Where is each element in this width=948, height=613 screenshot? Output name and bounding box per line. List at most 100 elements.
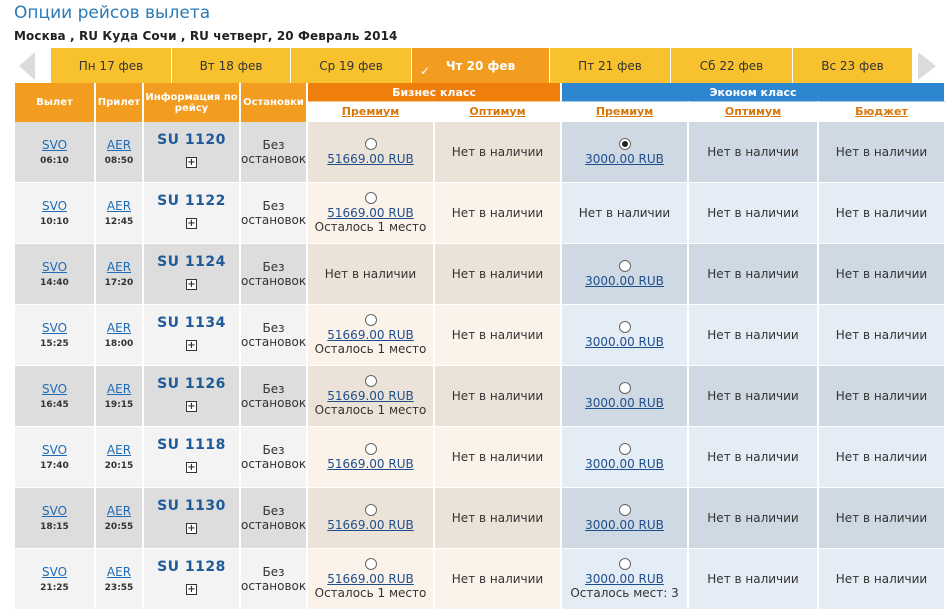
fare-radio[interactable] bbox=[364, 314, 377, 326]
fare-option[interactable]: 51669.00 RUB Осталось 1 место bbox=[308, 375, 433, 417]
arrival-airport-link[interactable]: AER bbox=[106, 138, 132, 152]
arrival-airport-link[interactable]: AER bbox=[106, 260, 132, 274]
expand-details-icon[interactable]: + bbox=[186, 462, 197, 473]
header-eco-optimum[interactable]: Оптимум bbox=[689, 101, 820, 122]
fare-cell[interactable]: 51669.00 RUB Осталось 1 место bbox=[308, 183, 435, 244]
stops-line: Без bbox=[262, 199, 285, 213]
date-tab-6[interactable]: Вс 23 фев bbox=[792, 48, 912, 83]
fare-option[interactable]: 51669.00 RUB Осталось 1 место bbox=[308, 558, 433, 600]
fare-price-link[interactable]: 51669.00 RUB bbox=[327, 389, 414, 403]
fare-radio[interactable] bbox=[618, 504, 631, 516]
fare-radio[interactable] bbox=[618, 558, 631, 570]
date-tab-1[interactable]: Вт 18 фев bbox=[171, 48, 290, 83]
fare-radio[interactable] bbox=[618, 138, 631, 150]
fare-cell[interactable]: 3000.00 RUB bbox=[562, 366, 690, 427]
fare-option[interactable]: 3000.00 RUB bbox=[562, 260, 687, 288]
fare-cell[interactable]: 3000.00 RUB bbox=[562, 122, 690, 183]
header-biz-premium[interactable]: Премиум bbox=[308, 101, 435, 122]
fare-option[interactable]: 51669.00 RUB bbox=[308, 138, 433, 166]
fare-radio[interactable] bbox=[618, 260, 631, 272]
arrival-airport-link[interactable]: AER bbox=[106, 199, 132, 213]
stops-text: Без остановок bbox=[241, 260, 306, 288]
fare-option[interactable]: 3000.00 RUB bbox=[562, 443, 687, 471]
departure-airport-link[interactable]: SVO bbox=[41, 382, 68, 396]
expand-details-icon[interactable]: + bbox=[186, 218, 197, 229]
fare-price-link[interactable]: 3000.00 RUB bbox=[585, 396, 664, 410]
prev-dates-arrow-icon[interactable] bbox=[13, 50, 43, 82]
departure-airport-link[interactable]: SVO bbox=[41, 321, 68, 335]
fare-radio[interactable] bbox=[364, 504, 377, 516]
header-eco-premium[interactable]: Премиум bbox=[562, 101, 690, 122]
fare-radio[interactable] bbox=[364, 558, 377, 570]
departure-airport-link[interactable]: SVO bbox=[41, 443, 68, 457]
fare-radio[interactable] bbox=[364, 443, 377, 455]
fare-price-link[interactable]: 3000.00 RUB bbox=[585, 335, 664, 349]
fare-radio[interactable] bbox=[618, 382, 631, 394]
fare-option[interactable]: 3000.00 RUB bbox=[562, 504, 687, 532]
fare-option[interactable]: 3000.00 RUB bbox=[562, 138, 687, 166]
fare-option[interactable]: 51669.00 RUB bbox=[308, 504, 433, 532]
fare-cell[interactable]: 51669.00 RUB bbox=[308, 122, 435, 183]
fare-option[interactable]: 3000.00 RUB bbox=[562, 321, 687, 349]
fare-radio[interactable] bbox=[364, 192, 377, 204]
expand-details-icon[interactable]: + bbox=[186, 523, 197, 534]
fare-cell[interactable]: 51669.00 RUB Осталось 1 место bbox=[308, 305, 435, 366]
departure-time: 16:45 bbox=[40, 400, 69, 410]
fare-price-link[interactable]: 3000.00 RUB bbox=[585, 518, 664, 532]
arrival-time: 20:15 bbox=[104, 461, 134, 471]
expand-details-icon[interactable]: + bbox=[186, 157, 197, 168]
fare-cell[interactable]: 51669.00 RUB Осталось 1 место bbox=[308, 549, 435, 610]
fare-cell[interactable]: 3000.00 RUB bbox=[562, 427, 690, 488]
arrival-airport-link[interactable]: AER bbox=[106, 565, 132, 579]
fare-price-link[interactable]: 3000.00 RUB bbox=[585, 152, 664, 166]
fare-cell[interactable]: 51669.00 RUB bbox=[308, 488, 435, 549]
fare-price-link[interactable]: 51669.00 RUB bbox=[327, 572, 414, 586]
arrival-airport-link[interactable]: AER bbox=[106, 443, 132, 457]
fare-option[interactable]: 3000.00 RUB bbox=[562, 382, 687, 410]
stops-line: остановок bbox=[241, 213, 307, 227]
departure-airport-link[interactable]: SVO bbox=[41, 565, 68, 579]
date-tab-0[interactable]: Пн 17 фев bbox=[50, 48, 171, 83]
fare-price-link[interactable]: 51669.00 RUB bbox=[327, 152, 414, 166]
fare-cell[interactable]: 51669.00 RUB bbox=[308, 427, 435, 488]
fare-cell[interactable]: 3000.00 RUB Осталось мест: 3 bbox=[562, 549, 690, 610]
fare-price-link[interactable]: 3000.00 RUB bbox=[585, 274, 664, 288]
fare-option[interactable]: 51669.00 RUB bbox=[308, 443, 433, 471]
fare-cell[interactable]: 3000.00 RUB bbox=[562, 488, 690, 549]
date-tab-5[interactable]: Сб 22 фев bbox=[670, 48, 792, 83]
table-row: SVO 17:40 AER 20:15 SU 1118 + Без остановок 5166… bbox=[15, 427, 947, 488]
fare-cell[interactable]: 3000.00 RUB bbox=[562, 305, 690, 366]
fare-radio[interactable] bbox=[618, 443, 631, 455]
next-dates-arrow-icon[interactable] bbox=[912, 50, 942, 82]
fare-radio[interactable] bbox=[364, 375, 377, 387]
departure-airport-link[interactable]: SVO bbox=[41, 260, 68, 274]
expand-details-icon[interactable]: + bbox=[186, 279, 197, 290]
fare-price-link[interactable]: 51669.00 RUB bbox=[327, 457, 414, 471]
expand-details-icon[interactable]: + bbox=[186, 401, 197, 412]
departure-airport-link[interactable]: SVO bbox=[41, 138, 68, 152]
fare-price-link[interactable]: 51669.00 RUB bbox=[327, 518, 414, 532]
fare-option[interactable]: 51669.00 RUB Осталось 1 место bbox=[308, 192, 433, 234]
arrival-airport-link[interactable]: AER bbox=[106, 382, 132, 396]
fare-radio[interactable] bbox=[618, 321, 631, 333]
fare-price-link[interactable]: 3000.00 RUB bbox=[585, 457, 664, 471]
arrival-airport-link[interactable]: AER bbox=[106, 321, 132, 335]
fare-cell[interactable]: 51669.00 RUB Осталось 1 место bbox=[308, 366, 435, 427]
expand-details-icon[interactable]: + bbox=[186, 340, 197, 351]
header-eco-budget[interactable]: Бюджет bbox=[819, 101, 947, 122]
fare-option[interactable]: 51669.00 RUB Осталось 1 место bbox=[308, 314, 433, 356]
fare-radio[interactable] bbox=[364, 138, 377, 150]
header-biz-optimum[interactable]: Оптимум bbox=[435, 101, 563, 122]
date-tab-4[interactable]: Пт 21 фев bbox=[549, 48, 670, 83]
fare-option[interactable]: 3000.00 RUB Осталось мест: 3 bbox=[562, 558, 687, 600]
fare-cell[interactable]: 3000.00 RUB bbox=[562, 244, 690, 305]
departure-airport-link[interactable]: SVO bbox=[41, 199, 68, 213]
date-tab-2[interactable]: Ср 19 фев bbox=[290, 48, 411, 83]
departure-airport-link[interactable]: SVO bbox=[41, 504, 68, 518]
date-tab-3[interactable]: ✓ Чт 20 фев bbox=[411, 48, 549, 83]
fare-price-link[interactable]: 51669.00 RUB bbox=[327, 328, 414, 342]
fare-price-link[interactable]: 51669.00 RUB bbox=[327, 206, 414, 220]
expand-details-icon[interactable]: + bbox=[186, 584, 197, 595]
arrival-airport-link[interactable]: AER bbox=[106, 504, 132, 518]
fare-price-link[interactable]: 3000.00 RUB bbox=[585, 572, 664, 586]
